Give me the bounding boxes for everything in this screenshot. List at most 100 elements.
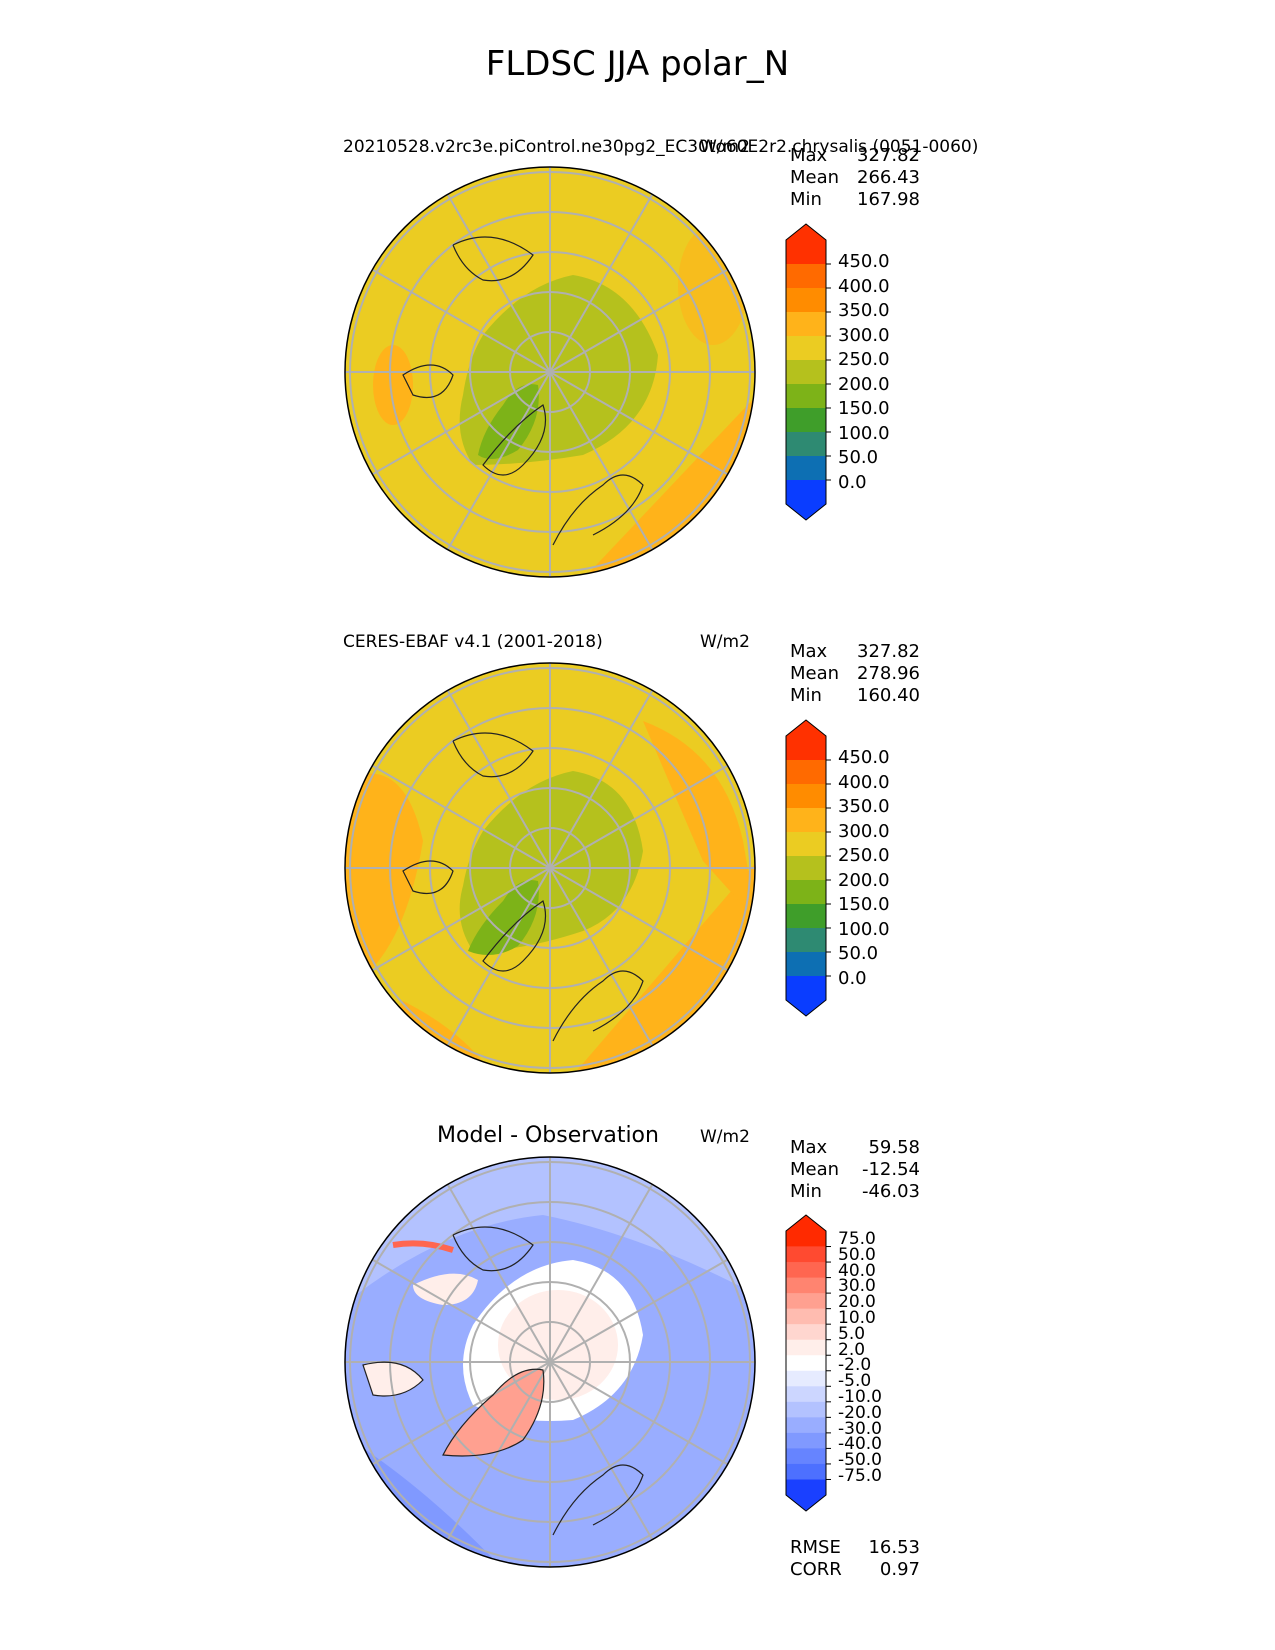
colorbar-segment [786,456,826,481]
stat-value: 278.96 [857,663,920,684]
colorbar-tick-label: 300.0 [838,324,890,346]
colorbar-tick-label: 40.0 [838,1260,876,1281]
colorbar-tick-label: 100.0 [838,918,890,940]
colorbar-tick-label: 5.0 [838,1323,866,1344]
colorbar-tick-label: -2.0 [838,1355,872,1376]
colorbar-segment [786,1386,826,1403]
colorbar [785,719,831,1017]
colorbar-tick-label: 350.0 [838,796,890,817]
stat-label: Mean [790,1159,840,1180]
colorbar-segment [786,1308,826,1325]
colorbar-tick-label: 10.0 [838,1307,876,1328]
stat-label: Mean [790,663,840,684]
colorbar-ticks: 450.0 400.0 350.0 300.0 250.0 200.0 150.0 100.0… [838,746,890,991]
colorbar-segment [786,904,826,929]
panel-units: W/m2 [700,137,750,157]
stat-label: Max [790,641,828,662]
colorbar-tick-label: -20.0 [838,1402,882,1423]
colorbar-segment [786,1448,826,1465]
colorbar-segment [786,1401,826,1418]
colorbar-tick-label: 2.0 [838,1339,866,1360]
score-value: 16.53 [868,1537,920,1558]
panel-diff: Model - Observation W/m2 Max 59.58 Mean -1… [0,0,1275,1580]
colorbar-outline [785,719,827,1017]
colorbar-segment [786,1262,826,1279]
colorbar-segment [786,1339,826,1356]
colorbar-segment [786,336,826,361]
colorbar-tick-label: 400.0 [838,275,890,297]
stats-box: Max 59.58 Mean -12.54 Min -46.03 [790,1137,920,1203]
colorbar-tick-label: -40.0 [838,1434,882,1455]
stat-label: Max [790,1137,828,1158]
colorbar-segment [786,880,826,905]
colorbar-segment [786,408,826,433]
colorbar-segment [786,832,826,857]
colorbar-segment [786,1324,826,1341]
colorbar [785,223,831,521]
colorbar-tick-label: -10.0 [838,1386,882,1407]
stat-value: -12.54 [861,1159,920,1180]
colorbar-segment [786,928,826,953]
colorbar-ticks: 450.0 400.0 350.0 300.0 250.0 200.0 150.0 100.0… [838,250,890,495]
colorbar-tick-label: 50.0 [838,943,879,964]
score-label: RMSE [790,1537,841,1558]
colorbar-segment [786,264,826,289]
stat-value: -46.03 [861,1181,920,1202]
skill-scores: RMSE 16.53 CORR 0.97 [790,1537,920,1581]
colorbar-segment [786,808,826,833]
colorbar-tick-label: 30.0 [838,1276,876,1297]
colorbar-tick-label: 50.0 [838,1244,876,1265]
colorbar-outline [785,223,827,521]
colorbar-tick-label: 50.0 [838,447,879,468]
score-value: 0.97 [879,1559,920,1580]
colorbar-tick-label: 150.0 [838,894,890,915]
colorbar-tick-label: 450.0 [838,747,890,768]
colorbar-tick-label: 0.0 [838,967,867,989]
colorbar-tick-label: 75.0 [838,1229,876,1249]
panel-model: 20210528.v2rc3e.piControl.ne30pg2_EC30to… [0,0,1275,578]
colorbar-segment [786,432,826,457]
colorbar-segment [786,720,826,760]
colorbar-tick-label: 100.0 [838,422,890,444]
stat-label: Max [790,145,828,166]
colorbar-tick-label: 300.0 [838,820,890,842]
colorbar-segment [786,480,826,520]
panel-title: CERES-EBAF v4.1 (2001-2018) [343,632,603,652]
colorbar-tick-label: 150.0 [838,398,890,419]
colorbar-segment [786,1432,826,1449]
figure-title: FLDSC JJA polar_N [485,44,790,84]
score-label: CORR [790,1559,842,1580]
colorbar-tick-label: 200.0 [838,869,890,891]
stat-value: 59.58 [868,1137,920,1158]
panel-obs: CERES-EBAF v4.1 (2001-2018) W/m2 Max 327.… [0,0,1275,1074]
colorbar-segment [786,1355,826,1372]
colorbar-segment [786,856,826,881]
stat-value: 266.43 [857,167,920,188]
colorbar-segment [786,760,826,785]
colorbar-segment [786,1417,826,1434]
colorbar-tick-label: 250.0 [838,845,890,866]
colorbar-segment [786,1463,826,1480]
colorbar-outline [785,1214,827,1512]
stats-box: Max 327.82 Mean 278.96 Min 160.40 [790,641,920,707]
panel-title: 20210528.v2rc3e.piControl.ne30pg2_EC30to… [343,137,979,157]
colorbar-segment [786,384,826,409]
colorbar-tick-label: 0.0 [838,471,867,493]
panel-units: W/m2 [700,632,750,652]
stat-label: Min [790,1181,822,1202]
colorbar [785,1214,831,1512]
polar-map [344,662,756,1074]
colorbar-segment [786,1215,826,1247]
colorbar-segment [786,952,826,977]
colorbar-segment [786,312,826,337]
colorbar-tick-label: 350.0 [838,300,890,321]
colorbar-segment [786,360,826,385]
stats-box: Max 327.82 Mean 266.43 Min 167.98 [790,145,920,211]
colorbar-segment [786,976,826,1016]
stat-label: Min [790,685,822,706]
colorbar-tick-label: 20.0 [838,1292,876,1313]
colorbar-segment [786,1479,826,1511]
colorbar-segment [786,1277,826,1294]
colorbar-tick-label: -5.0 [838,1371,872,1392]
colorbar-segment [786,1370,826,1387]
